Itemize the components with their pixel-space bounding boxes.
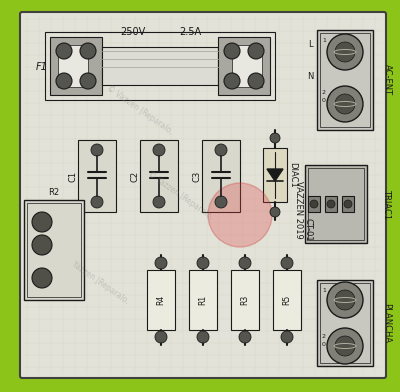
Circle shape	[248, 73, 264, 89]
Text: 2: 2	[322, 334, 326, 339]
Text: Yazzen |Reparalo,: Yazzen |Reparalo,	[70, 259, 130, 305]
Bar	[147, 270, 175, 330]
Bar	[102, 47, 218, 85]
Bar	[342, 196, 354, 212]
Text: R4: R4	[156, 295, 166, 305]
Bar	[308, 168, 364, 240]
Text: 2: 2	[322, 89, 326, 94]
Text: 250V: 250V	[120, 27, 146, 37]
Circle shape	[270, 207, 280, 217]
Circle shape	[335, 336, 355, 356]
Bar	[232, 45, 262, 87]
Circle shape	[155, 331, 167, 343]
Text: © Vazzen |Reparalo,: © Vazzen |Reparalo,	[105, 83, 175, 136]
Bar	[189, 270, 217, 330]
Circle shape	[215, 144, 227, 156]
Text: F1: F1	[36, 62, 48, 72]
Circle shape	[32, 268, 52, 288]
Text: R5: R5	[282, 295, 292, 305]
Polygon shape	[267, 169, 283, 181]
Circle shape	[270, 133, 280, 143]
Text: R1: R1	[198, 295, 208, 305]
Bar	[320, 33, 370, 127]
Text: L: L	[308, 40, 312, 49]
Text: 0: 0	[322, 98, 326, 102]
Circle shape	[208, 183, 272, 247]
Circle shape	[80, 43, 96, 59]
Text: 1: 1	[322, 38, 326, 42]
Bar	[27, 203, 81, 297]
Circle shape	[310, 200, 318, 208]
Circle shape	[224, 43, 240, 59]
Text: VAZZEN 2019: VAZZEN 2019	[294, 181, 302, 239]
Text: 1: 1	[322, 287, 326, 292]
Text: TRIAC1: TRIAC1	[382, 189, 392, 219]
Circle shape	[327, 86, 363, 122]
Bar	[317, 30, 373, 130]
Text: 2.5A: 2.5A	[179, 27, 201, 37]
Circle shape	[56, 43, 72, 59]
Circle shape	[91, 196, 103, 208]
Bar	[325, 196, 337, 212]
Circle shape	[153, 144, 165, 156]
Bar	[305, 165, 367, 243]
Bar	[78, 140, 116, 212]
Bar	[45, 32, 275, 100]
Text: R2: R2	[48, 187, 60, 196]
Circle shape	[155, 257, 167, 269]
Circle shape	[197, 331, 209, 343]
Text: N: N	[307, 71, 313, 80]
Circle shape	[32, 235, 52, 255]
Text: 0: 0	[322, 341, 326, 347]
Circle shape	[80, 73, 96, 89]
Circle shape	[327, 34, 363, 70]
Bar	[58, 45, 88, 87]
Circle shape	[281, 257, 293, 269]
Circle shape	[56, 73, 72, 89]
Bar	[202, 140, 240, 212]
Circle shape	[239, 331, 251, 343]
Text: DIAC1: DIAC1	[288, 162, 298, 188]
Circle shape	[327, 282, 363, 318]
Bar	[24, 200, 84, 300]
Circle shape	[153, 196, 165, 208]
Bar	[140, 140, 178, 212]
Text: C3: C3	[192, 171, 202, 181]
Text: CT-01: CT-01	[304, 218, 312, 242]
Bar	[50, 37, 102, 95]
Circle shape	[335, 290, 355, 310]
Text: C2: C2	[130, 171, 140, 181]
Bar	[218, 37, 270, 95]
Text: © Yazzen |Reparalo,: © Yazzen |Reparalo,	[146, 170, 214, 222]
Circle shape	[335, 42, 355, 62]
Bar	[263, 148, 287, 202]
Circle shape	[335, 94, 355, 114]
Circle shape	[344, 200, 352, 208]
Text: AC-ENT: AC-ENT	[382, 64, 392, 96]
Circle shape	[32, 212, 52, 232]
FancyBboxPatch shape	[20, 12, 386, 378]
Circle shape	[239, 257, 251, 269]
Bar	[320, 283, 370, 363]
Circle shape	[327, 328, 363, 364]
Text: C1: C1	[68, 171, 78, 181]
Bar	[231, 270, 259, 330]
Circle shape	[197, 257, 209, 269]
Circle shape	[248, 43, 264, 59]
Circle shape	[327, 200, 335, 208]
Circle shape	[91, 144, 103, 156]
Bar	[308, 196, 320, 212]
Circle shape	[224, 73, 240, 89]
Bar	[317, 280, 373, 366]
Text: R3: R3	[240, 295, 250, 305]
Circle shape	[281, 331, 293, 343]
Circle shape	[215, 196, 227, 208]
Text: PLANCHA: PLANCHA	[382, 303, 392, 343]
Bar	[273, 270, 301, 330]
